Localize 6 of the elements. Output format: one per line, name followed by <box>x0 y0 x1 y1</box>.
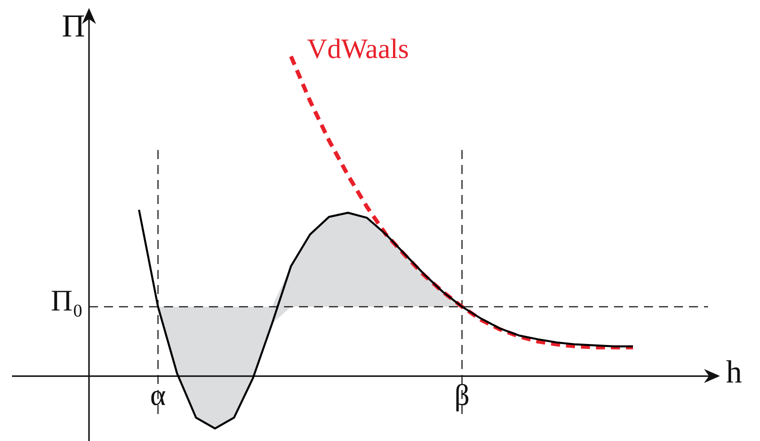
y-axis-title: Π <box>62 7 85 44</box>
x-axis-title: h <box>726 353 742 390</box>
x-tick-label: β <box>454 378 470 412</box>
ref-line-label: Π₀ <box>50 284 83 318</box>
series-label: VdWaals <box>307 34 409 65</box>
x-tick-label: α <box>150 378 166 412</box>
